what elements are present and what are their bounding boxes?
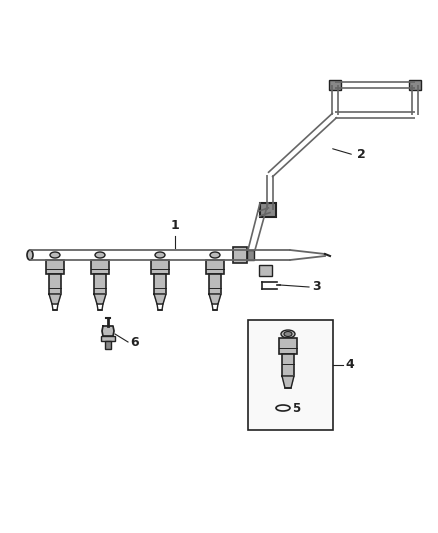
Text: 5: 5 — [292, 401, 300, 415]
Bar — [248, 320, 333, 430]
Bar — [46, 260, 64, 274]
Polygon shape — [94, 294, 106, 304]
Ellipse shape — [50, 252, 60, 258]
Ellipse shape — [27, 250, 33, 260]
Bar — [409, 80, 421, 90]
Text: 6: 6 — [130, 336, 138, 350]
Polygon shape — [49, 294, 61, 304]
Polygon shape — [209, 294, 221, 304]
Ellipse shape — [210, 252, 220, 258]
Text: 2: 2 — [357, 149, 366, 161]
Bar — [49, 274, 61, 294]
Polygon shape — [102, 326, 114, 336]
Text: 3: 3 — [312, 280, 321, 294]
Bar — [279, 338, 297, 354]
Bar — [209, 274, 221, 294]
Bar — [260, 203, 276, 217]
Polygon shape — [154, 294, 166, 304]
Bar — [94, 274, 106, 294]
Bar — [259, 265, 272, 276]
Bar — [105, 341, 111, 349]
Bar — [91, 260, 109, 274]
Ellipse shape — [281, 330, 295, 338]
Bar — [329, 80, 341, 90]
Bar — [282, 354, 294, 376]
Bar — [233, 247, 247, 263]
Polygon shape — [282, 376, 294, 388]
Text: 1: 1 — [171, 219, 180, 232]
Ellipse shape — [284, 332, 292, 336]
Bar — [101, 336, 115, 341]
Bar — [247, 250, 254, 260]
Bar — [206, 260, 224, 274]
Text: 4: 4 — [345, 359, 354, 372]
Ellipse shape — [95, 252, 105, 258]
Ellipse shape — [155, 252, 165, 258]
Bar — [154, 274, 166, 294]
Bar — [151, 260, 169, 274]
